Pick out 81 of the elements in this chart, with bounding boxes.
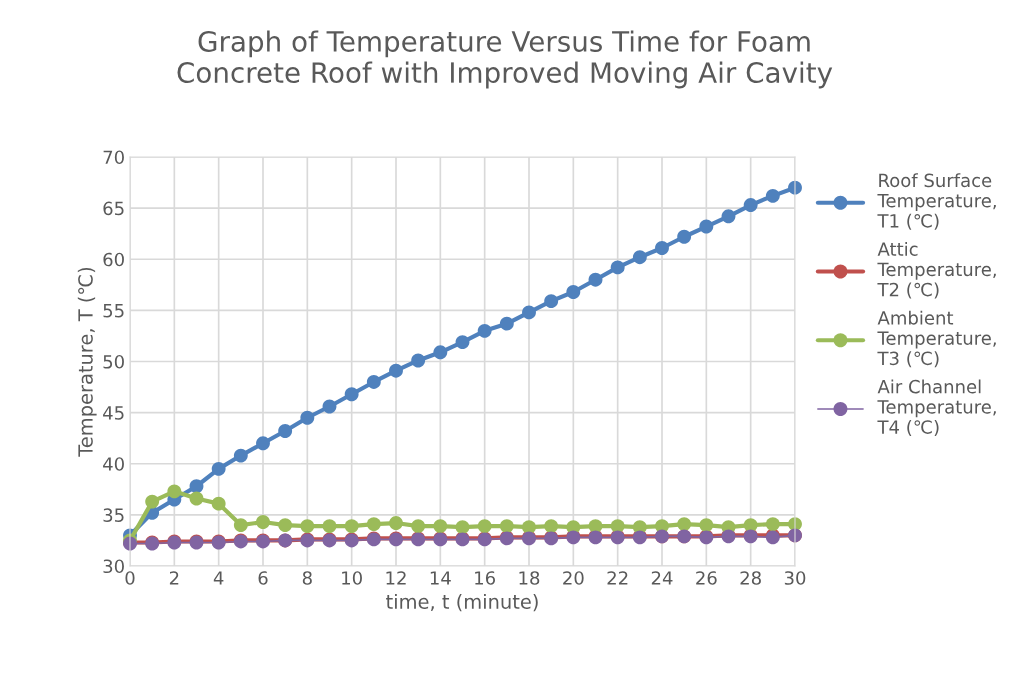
point (278, 424, 293, 438)
y-tick-label: 50 (103, 354, 124, 369)
point (477, 323, 492, 338)
legend-label: Ambient Temperature, T3 (℃) (877, 310, 996, 368)
point (389, 516, 403, 530)
point (677, 229, 692, 244)
y-tick-label: 65 (103, 201, 124, 216)
x-tick-label: 18 (519, 571, 540, 585)
point (211, 496, 226, 511)
point (145, 494, 160, 509)
point (499, 316, 514, 331)
point (344, 387, 359, 402)
x-tick-label: 10 (342, 571, 362, 585)
point (389, 363, 403, 378)
point (256, 436, 270, 451)
y-tick-label: 70 (103, 150, 124, 165)
x-tick-label: 4 (213, 571, 224, 585)
point (411, 353, 426, 368)
y-axis-title: Temperature, T (℃) (77, 267, 97, 457)
legend-label: Air Channel Temperature, T4 (℃) (877, 379, 996, 437)
y-tick-label: 45 (103, 406, 124, 420)
point (300, 410, 315, 425)
point (610, 260, 625, 275)
chart-title: Graph of Temperature Versus Time for Foam Concrete Roof with Improved Moving Air Cavity (177, 30, 833, 89)
x-tick-label: 6 (258, 571, 268, 585)
point (721, 209, 736, 224)
point (433, 345, 448, 360)
point (522, 520, 536, 535)
point (522, 305, 536, 320)
point (256, 515, 270, 529)
point (699, 518, 714, 533)
point (566, 285, 581, 299)
point (211, 461, 226, 476)
point (322, 519, 337, 534)
point (189, 479, 204, 494)
x-tick-label: 8 (302, 571, 312, 585)
point (765, 517, 780, 532)
point (699, 219, 714, 234)
x-tick-label: 0 (125, 571, 135, 585)
point (433, 519, 448, 534)
x-tick-label: 26 (696, 571, 717, 585)
x-tick-label: 12 (386, 571, 406, 585)
x-tick-label: 14 (430, 571, 451, 585)
point (477, 519, 492, 534)
point (322, 399, 337, 414)
x-tick-label: 22 (607, 571, 628, 585)
y-tick-label: 55 (103, 304, 124, 318)
x-tick-label: 2 (169, 571, 179, 585)
x-tick-label: 24 (651, 571, 673, 585)
point (366, 517, 381, 532)
point (544, 294, 559, 309)
y-tick-label: 60 (103, 252, 124, 267)
point (189, 491, 204, 506)
point (167, 484, 182, 499)
point (743, 198, 758, 212)
point (344, 519, 359, 534)
x-tick-label: 28 (740, 571, 761, 585)
y-tick-label: 30 (103, 559, 124, 574)
point (765, 188, 780, 203)
point (677, 517, 692, 532)
point (655, 241, 669, 255)
legend-label: Roof Surface Temperature, T1 (℃) (877, 173, 996, 230)
point (455, 520, 470, 535)
point (544, 519, 559, 534)
point (300, 519, 315, 534)
x-tick-label: 16 (475, 571, 496, 585)
legend-label: Attic Temperature, T2 (℃) (877, 241, 996, 299)
point (233, 448, 248, 463)
point (588, 272, 603, 287)
y-tick-label: 35 (103, 508, 124, 522)
point (366, 375, 381, 389)
point (233, 518, 248, 533)
y-tick-label: 40 (103, 457, 124, 471)
point (632, 250, 647, 265)
point (455, 335, 470, 350)
x-tick-label: 30 (784, 571, 806, 585)
point (278, 518, 293, 533)
x-axis-title: time, t (minute) (386, 593, 538, 612)
point (411, 519, 426, 534)
x-tick-label: 20 (563, 571, 584, 585)
point (499, 519, 514, 534)
